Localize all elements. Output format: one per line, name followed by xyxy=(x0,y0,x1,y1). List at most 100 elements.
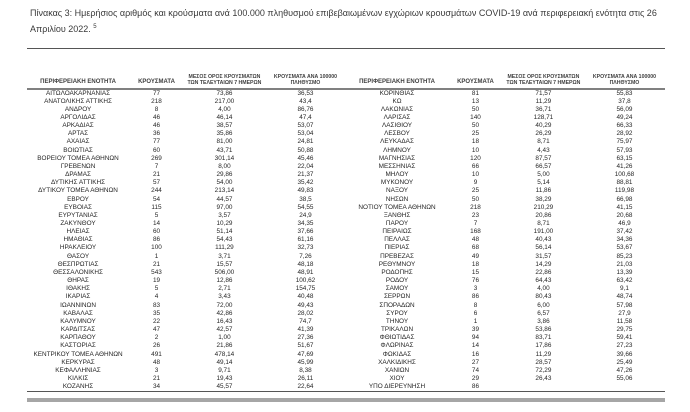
cell-left-region: ΘΗΡΑΣ xyxy=(67,277,89,285)
cell-right-region: ΧΑΝΙΩΝ xyxy=(384,366,410,374)
cell-left-cases: 491 xyxy=(151,350,162,358)
cell-left-per100k: 43,4 xyxy=(299,97,312,105)
cell-right-region: ΠΙΕΡΙΑΣ xyxy=(384,244,410,252)
cell-right-avg7: 36,71 xyxy=(535,105,552,113)
cell-left-cases: 7 xyxy=(154,162,159,170)
cell-right-cases: 68 xyxy=(471,244,480,252)
cell-right-per100k: 63,15 xyxy=(616,154,633,162)
cell-right-per100k: 56,09 xyxy=(616,105,633,113)
cell-right-region: ΠΕΙΡΑΙΩΣ xyxy=(382,228,412,236)
cell-right-cases: 86 xyxy=(471,383,480,391)
cell-right-per100k xyxy=(584,383,665,392)
cell-right-cases: 50 xyxy=(471,195,480,203)
cell-right-avg7: 56,14 xyxy=(535,244,552,252)
cell-right-region: ΣΥΡΟΥ xyxy=(386,309,408,317)
table-row: ΚΙΛΚΙΣ 21 19,43 26,11 ΧΙΟΥ 29 26,43 55,06 xyxy=(27,375,665,383)
cell-right-avg7: 40,43 xyxy=(535,236,552,244)
cell-left-per100k: 24,81 xyxy=(297,138,314,146)
cell-left-per100k: 35,42 xyxy=(297,179,314,187)
cell-left-region: ΚΑΛΥΜΝΟΥ xyxy=(60,317,96,325)
header-avg7-left-line1: ΜΕΣΟΣ ΟΡΟΣ ΚΡΟΥΣΜΑΤΩΝ xyxy=(188,73,261,80)
cell-left-avg7: 217,00 xyxy=(214,97,235,105)
cell-right-avg7: 11,29 xyxy=(535,97,552,105)
table-row: ΙΩΑΝΝΙΝΩΝ 83 72,00 49,43 ΣΠΟΡΑΔΩΝ 8 6,00 57,98 xyxy=(27,302,665,310)
cell-right-avg7: 4,43 xyxy=(537,146,550,154)
header-avg7-right-line1: ΜΕΣΟΣ ΟΡΟΣ ΚΡΟΥΣΜΑΤΩΝ xyxy=(507,73,580,80)
cell-right-region: ΞΑΝΘΗΣ xyxy=(383,211,411,219)
cell-left-per100k: 49,43 xyxy=(297,301,314,309)
table-header-row: ΠΕΡΙΦΕΡΕΙΑΚΗ ΕΝΟΤΗΤΑ ΚΡΟΥΣΜΑΤΑ ΜΕΣΟΣ ΟΡΟ… xyxy=(27,48,665,90)
cell-left-per100k: 86,76 xyxy=(297,105,314,113)
cell-right-region: ΛΑΚΩΝΙΑΣ xyxy=(380,105,414,113)
cell-left-avg7: 54,00 xyxy=(216,179,233,187)
cell-left-per100k: 40,48 xyxy=(297,293,314,301)
cell-right-region: ΦΛΩΡΙΝΑΣ xyxy=(380,342,414,350)
cell-right-per100k: 39,66 xyxy=(616,350,633,358)
cell-left-avg7: 72,00 xyxy=(216,301,233,309)
cell-right-avg7: 8,71 xyxy=(537,220,550,227)
cell-right-avg7: 128,71 xyxy=(533,113,554,121)
cell-right-avg7: 71,57 xyxy=(535,89,552,97)
cell-right-per100k: 29,75 xyxy=(616,326,633,334)
cell-left-avg7: 12,86 xyxy=(216,277,233,285)
cell-left-avg7: 3,71 xyxy=(218,252,231,260)
cell-right-avg7: 31,57 xyxy=(535,252,552,260)
cell-left-region: ΒΟΡΕΙΟΥ ΤΟΜΕΑ ΑΘΗΝΩΝ xyxy=(37,154,119,162)
table-row: ΒΟΙΩΤΙΑΣ 60 43,71 50,88 ΛΗΜΝΟΥ 10 4,43 57,93 xyxy=(27,147,665,155)
cell-left-cases: 4 xyxy=(154,293,159,301)
table-row: ΔΡΑΜΑΣ 21 29,86 21,37 ΜΗΛΟΥ 10 5,00 100,68 xyxy=(27,171,665,179)
cell-right-cases: 15 xyxy=(471,268,480,276)
cell-right-avg7: 6,57 xyxy=(537,309,550,317)
cell-left-per100k: 50,88 xyxy=(297,146,314,154)
cell-left-cases: 47 xyxy=(152,326,161,334)
header-per100k-right-line2: ΠΛΗΘΥΣΜΟ xyxy=(609,79,640,86)
cell-right-cases: 86 xyxy=(471,293,480,301)
cell-right-region: ΛΗΜΝΟΥ xyxy=(383,146,411,154)
cell-left-per100k: 34,35 xyxy=(297,220,314,227)
cell-left-cases: 218 xyxy=(151,97,162,105)
cell-right-cases: 49 xyxy=(471,252,480,260)
cell-right-region: ΧΙΟΥ xyxy=(389,374,405,382)
cell-right-avg7 xyxy=(503,383,584,392)
cell-left-region: ΑΝΑΤΟΛΙΚΗΣ ΑΤΤΙΚΗΣ xyxy=(44,97,112,105)
cell-left-cases: 21 xyxy=(152,260,161,268)
header-cases-left: ΚΡΟΥΣΜΑΤΑ xyxy=(129,48,184,90)
cell-right-per100k: 66,33 xyxy=(616,122,633,130)
cell-right-avg7: 66,57 xyxy=(535,162,552,170)
cell-right-per100k: 55,83 xyxy=(616,89,633,97)
table-row: ΑΡΚΑΔΙΑΣ 46 38,57 53,07 ΛΑΣΙΘΙΟΥ 50 40,29 66,33 xyxy=(27,122,665,130)
table-row: ΕΒΡΟΥ 54 44,57 38,5 ΝΗΣΩΝ 50 38,29 66,98 xyxy=(27,196,665,204)
cell-left-region: ΑΙΤΩΛΟΑΚΑΡΝΑΝΙΑΣ xyxy=(45,89,111,97)
cell-left-cases: 48 xyxy=(152,358,161,366)
cell-left-avg7: 42,86 xyxy=(216,309,233,317)
cell-right-cases: 66 xyxy=(471,162,480,170)
cell-right-avg7: 4,00 xyxy=(537,285,550,293)
cell-right-cases: 18 xyxy=(471,260,480,268)
table-row: ΚΑΒΑΛΑΣ 35 42,86 28,02 ΣΥΡΟΥ 6 6,57 27,9 xyxy=(27,310,665,318)
cell-right-cases: 8 xyxy=(473,301,478,309)
table-row: ΙΚΑΡΙΑΣ 4 3,43 40,48 ΣΕΡΡΩΝ 86 80,43 48,74 xyxy=(27,293,665,301)
header-per100k-left-line2: ΠΛΗΘΥΣΜΟ xyxy=(290,79,321,86)
cell-right-region: ΚΟΡΙΝΘΙΑΣ xyxy=(379,89,415,97)
header-per100k-left: ΚΡΟΥΣΜΑΤΑ ΑΝΑ 100000 ΠΛΗΘΥΣΜΟ xyxy=(264,48,346,90)
table-row: ΖΑΚΥΝΘΟΥ 14 10,29 34,35 ΠΑΡΟΥ 7 8,71 46,9 xyxy=(27,220,665,228)
cell-right-cases: 3 xyxy=(473,285,478,293)
cell-left-cases: 22 xyxy=(152,317,161,325)
table-row: ΗΛΕΙΑΣ 60 51,14 37,66 ΠΕΙΡΑΙΩΣ 168 191,00 37,42 xyxy=(27,228,665,236)
table-row: ΚΟΖΑΝΗΣ 34 45,57 22,64 ΥΠΟ ΔΙΕΡΕΥΝΗΣΗ 86 xyxy=(27,383,665,392)
cell-right-region: ΡΕΘΥΜΝΟΥ xyxy=(378,260,416,268)
table-row: ΑΝΔΡΟΥ 8 4,00 86,76 ΛΑΚΩΝΙΑΣ 50 36,71 56,09 xyxy=(27,106,665,114)
cell-right-cases: 168 xyxy=(470,228,481,236)
table-row: ΙΘΑΚΗΣ 5 2,71 154,75 ΣΑΜΟΥ 3 4,00 9,1 xyxy=(27,285,665,293)
cell-right-region: ΛΑΡΙΣΑΣ xyxy=(383,113,411,121)
cell-left-cases: 5 xyxy=(154,211,159,219)
cell-right-avg7: 38,29 xyxy=(535,195,552,203)
cell-left-per100k: 8,38 xyxy=(299,366,312,374)
cell-left-cases: 60 xyxy=(152,146,161,154)
cell-left-cases: 21 xyxy=(152,374,161,382)
cell-right-avg7: 5,14 xyxy=(537,179,550,187)
cell-left-region: ΘΑΣΟΥ xyxy=(66,252,90,260)
cell-right-per100k: 28,92 xyxy=(616,130,633,138)
table-row: ΚΑΣΤΟΡΙΑΣ 26 21,86 51,67 ΦΛΩΡΙΝΑΣ 14 17,86 27,2… xyxy=(27,342,665,350)
cell-right-cases: 7 xyxy=(473,220,478,227)
